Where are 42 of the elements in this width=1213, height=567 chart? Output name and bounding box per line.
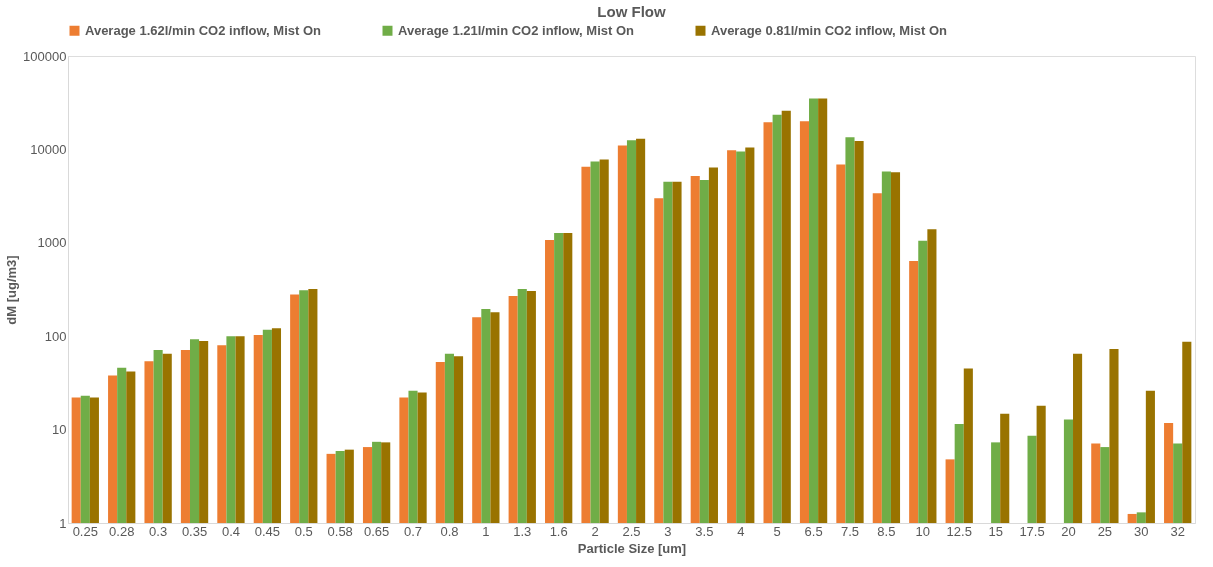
x-tick-label: 20 [1061, 523, 1076, 539]
x-tick-label: 0.65 [363, 523, 390, 539]
x-tick-label: 12.5 [946, 523, 972, 539]
x-tick-label: 0.4 [221, 523, 240, 539]
x-tick-label: 0.58 [327, 523, 353, 539]
x-tick-label: 0.45 [254, 523, 281, 539]
x-tick-label: 4 [737, 523, 745, 539]
y-tick-label: 100000 [23, 48, 67, 64]
x-tick-label: 25 [1097, 523, 1113, 539]
x-tick-label: 2 [591, 523, 599, 539]
y-tick-label: 10 [52, 422, 67, 438]
chart-title: Low Flow [597, 3, 666, 20]
x-tick-label: 32 [1170, 523, 1185, 539]
x-tick-label: 7.5 [840, 523, 860, 539]
x-tick-label: 3.5 [695, 523, 714, 539]
x-axis-title: Particle Size [um] [577, 540, 687, 556]
x-tick-label: 30 [1134, 523, 1149, 539]
x-tick-label: 5 [773, 523, 781, 539]
x-tick-label: 0.5 [294, 523, 313, 539]
x-tick-label: 0.3 [149, 523, 168, 539]
legend-label: Average 1.62l/min CO2 inflow, Mist On [85, 22, 322, 38]
x-tick-label: 0.28 [109, 523, 135, 539]
x-tick-label: 0.35 [181, 523, 208, 539]
legend-label: Average 1.21l/min CO2 inflow, Mist On [398, 22, 635, 38]
y-tick-label: 10000 [30, 141, 67, 157]
y-axis-title: dM [ug/m3] [4, 255, 20, 325]
x-tick-label: 1.6 [549, 523, 568, 539]
y-tick-label: 100 [44, 328, 67, 344]
y-tick-label: 1000 [37, 235, 67, 251]
x-tick-label: 6.5 [804, 523, 823, 539]
x-tick-label: 0.7 [403, 523, 423, 539]
x-tick-label: 10 [915, 523, 931, 539]
x-tick-label: 3 [664, 523, 672, 539]
x-tick-label: 0.25 [72, 523, 98, 539]
x-tick-label: 0.8 [440, 523, 459, 539]
x-tick-label: 1.3 [513, 523, 532, 539]
x-tick-label: 15 [988, 523, 1003, 539]
x-tick-label: 1 [482, 523, 490, 539]
x-tick-label: 8.5 [877, 523, 896, 539]
x-tick-label: 17.5 [1019, 523, 1045, 539]
x-tick-label: 2.5 [622, 523, 641, 539]
legend-label: Average 0.81l/min CO2 inflow, Mist On [711, 22, 948, 38]
